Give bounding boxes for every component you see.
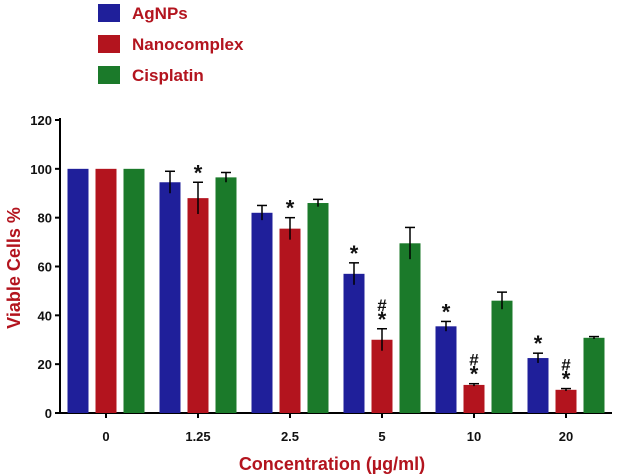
significance-star: * <box>470 362 479 387</box>
bars: ****# **#**# <box>67 160 605 413</box>
bar-cisplatin <box>215 177 237 413</box>
y-tick-label: 120 <box>30 113 52 128</box>
bar-nanocomplex <box>279 228 301 413</box>
x-tick-label: 0 <box>102 429 109 444</box>
significance-star: * <box>562 367 571 392</box>
bar-agnps <box>251 212 273 413</box>
x-tick-label: 10 <box>467 429 481 444</box>
bar-agnps <box>67 168 89 413</box>
significance-star: * <box>350 241 359 266</box>
bar-cisplatin <box>307 203 329 413</box>
significance-hash: # <box>377 296 387 315</box>
legend-label-nanocomplex: Nanocomplex <box>132 35 244 54</box>
bar-cisplatin <box>399 243 421 413</box>
bar-cisplatin <box>583 337 605 413</box>
legend-swatch-agnps <box>98 4 120 22</box>
significance-star: * <box>286 196 295 221</box>
significance-hash: # <box>561 356 571 375</box>
y-tick-label: 40 <box>38 308 52 323</box>
bar-nanocomplex <box>463 384 485 413</box>
bar-nanocomplex <box>371 339 393 413</box>
y-tick-label: 60 <box>38 260 52 275</box>
significance-star: * <box>194 160 203 185</box>
tick-labels: 0 20 40 60 80 100 120 0 1.25 2.5 5 10 20 <box>30 113 573 444</box>
legend-label-cisplatin: Cisplatin <box>132 66 204 85</box>
y-tick-label: 100 <box>30 162 52 177</box>
legend-label-agnps: AgNPs <box>132 4 188 23</box>
significance-star: * <box>378 307 387 332</box>
bar-cisplatin <box>491 300 513 413</box>
x-axis-title: Concentration (µg/ml) <box>239 454 425 474</box>
y-tick-label: 80 <box>38 211 52 226</box>
bar-agnps <box>159 182 181 413</box>
bar-nanocomplex <box>95 168 117 413</box>
x-tick-label: 20 <box>559 429 573 444</box>
legend-swatch-nanocomplex <box>98 35 120 53</box>
legend: AgNPs Nanocomplex Cisplatin <box>98 4 244 85</box>
x-tick-label: 2.5 <box>281 429 299 444</box>
significance-star: * <box>534 331 543 356</box>
x-tick-label: 5 <box>378 429 385 444</box>
bar-cisplatin <box>123 168 145 413</box>
legend-swatch-cisplatin <box>98 66 120 84</box>
significance-star: * <box>442 299 451 324</box>
bar-agnps <box>343 273 365 413</box>
bar-nanocomplex <box>555 389 577 413</box>
y-tick-label: 20 <box>38 357 52 372</box>
x-tick-label: 1.25 <box>185 429 210 444</box>
bar-agnps <box>435 326 457 413</box>
y-tick-label: 0 <box>45 406 52 421</box>
bar-nanocomplex <box>187 198 209 413</box>
axes <box>55 118 612 418</box>
bar-agnps <box>527 358 549 413</box>
y-axis-title: Viable Cells % <box>4 207 24 329</box>
significance-hash: # <box>469 351 479 370</box>
